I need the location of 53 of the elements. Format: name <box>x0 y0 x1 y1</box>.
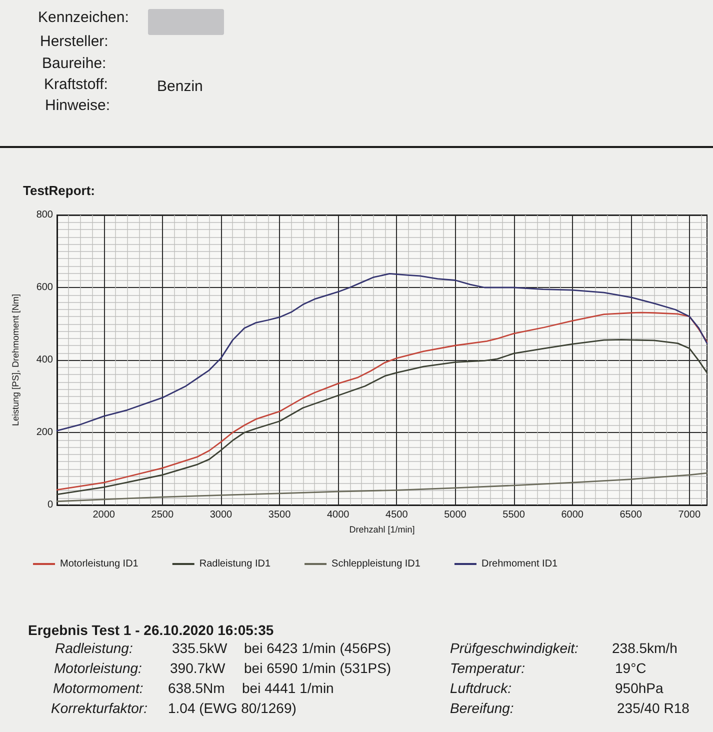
text: bei 4441 1/min <box>242 680 334 696</box>
x-tick-label: 7000 <box>678 510 701 520</box>
text: Korrekturfaktor: <box>51 700 148 716</box>
x-tick-label: 4500 <box>386 510 408 520</box>
text: bei 6590 1/min (531PS) <box>244 660 392 676</box>
x-tick-label: 5000 <box>444 510 467 520</box>
line-series <box>56 472 708 502</box>
text: Ergebnis Test 1 - 26.10.2020 16:05:35 <box>28 622 274 638</box>
y-axis-title: Leistung [PS], Drehmoment [Nm] <box>10 294 20 426</box>
y-tick-label: 0 <box>47 500 54 510</box>
legend-label: Radleistung ID1 <box>199 558 271 570</box>
text: Luftdruck: <box>450 680 512 696</box>
legend-label: Drehmoment ID1 <box>481 558 558 570</box>
legend-label: Motorleistung ID1 <box>60 558 139 570</box>
x-tick-label: 6000 <box>561 510 584 520</box>
x-tick-label: 3500 <box>268 510 292 520</box>
text: Baureihe: <box>42 55 106 72</box>
text: 1.04 (EWG 80/1269) <box>168 700 296 716</box>
x-tick-label: 2000 <box>92 510 116 520</box>
text: bei 6423 1/min (456PS) <box>244 640 392 656</box>
x-tick-label: 3000 <box>210 510 233 520</box>
y-tick-label: 800 <box>36 210 54 220</box>
x-tick-label: 6500 <box>620 510 642 520</box>
y-tick-label: 400 <box>36 354 54 366</box>
text: Motorleistung: <box>54 660 142 676</box>
x-tick-label: 5500 <box>502 510 526 520</box>
text: 390.7kW <box>170 660 226 676</box>
text: Radleistung: <box>55 640 133 656</box>
chart-title: TestReport: <box>23 183 95 198</box>
text: Prüfgeschwindigkeit: <box>450 640 578 656</box>
text: Hinweise: <box>45 97 110 114</box>
line-series <box>56 273 708 432</box>
text: Kennzeichen: <box>38 9 129 26</box>
text: 950hPa <box>615 680 664 696</box>
text: Bereifung: <box>450 700 514 716</box>
text: 19°C <box>615 660 646 676</box>
y-tick-label: 600 <box>36 282 54 293</box>
text: Motormoment: <box>53 680 144 696</box>
legend-label: Schleppleistung ID1 <box>332 558 421 570</box>
line-series <box>56 339 708 496</box>
x-tick-label: 2500 <box>151 510 174 520</box>
text: Temperatur: <box>450 660 525 676</box>
x-tick-label: 4000 <box>326 510 350 520</box>
text: 335.5kW <box>172 640 228 656</box>
text: 238.5km/h <box>612 640 678 656</box>
text: 638.5Nm <box>168 680 225 696</box>
text: Kraftstoff: <box>44 76 108 94</box>
y-tick-label: 200 <box>36 427 54 438</box>
text: Benzin <box>157 78 203 96</box>
text: Hersteller: <box>40 33 108 50</box>
x-axis-title: Drehzahl [1/min] <box>349 524 415 534</box>
text: 235/40 R18 <box>617 700 690 716</box>
line-series <box>56 312 708 490</box>
